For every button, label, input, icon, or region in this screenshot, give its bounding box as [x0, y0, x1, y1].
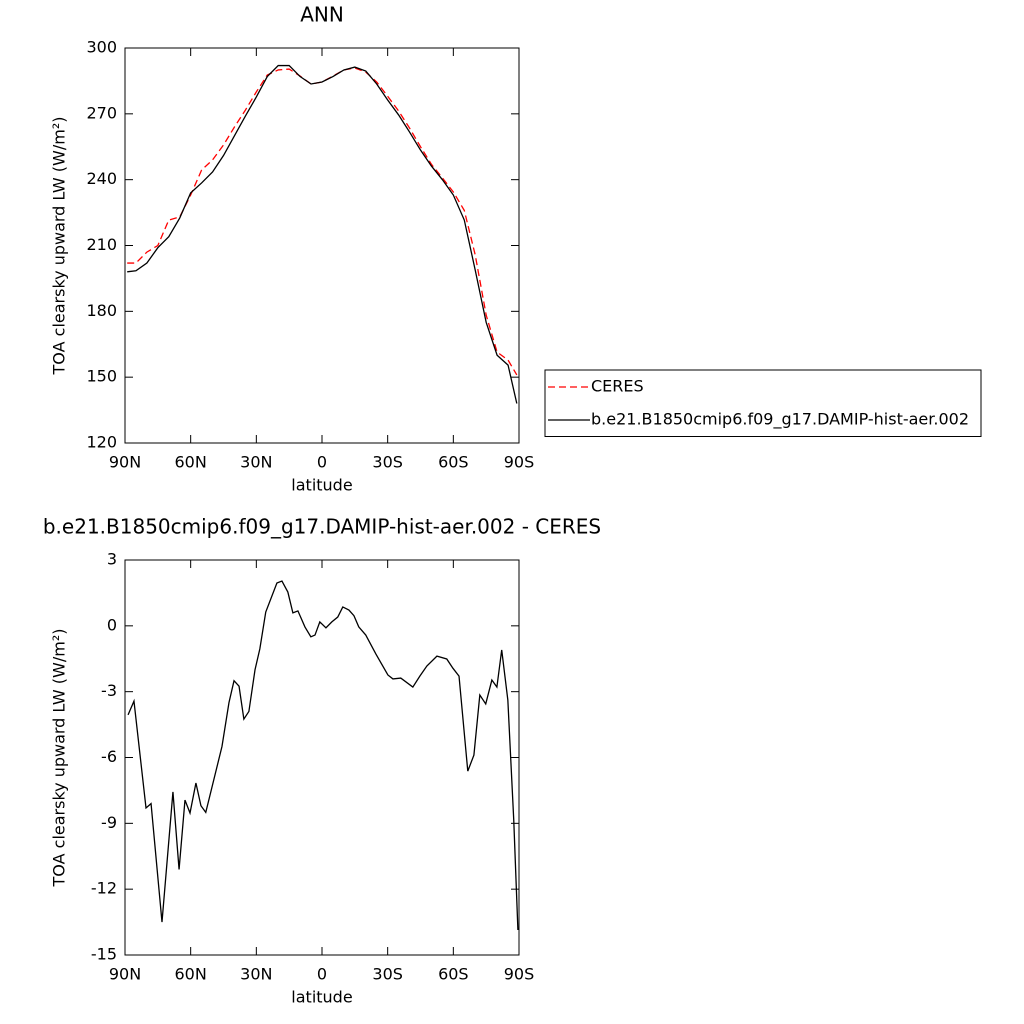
x-tick-label: 30S	[372, 453, 403, 472]
x-tick-label: 90N	[109, 965, 141, 984]
x-tick-label: 90S	[504, 453, 535, 472]
plot-frame	[124, 559, 520, 956]
y-tick-label: 270	[86, 103, 117, 122]
y-tick-label: -9	[101, 813, 117, 832]
y-tick-label: 0	[107, 615, 117, 634]
x-tick-label: 60N	[175, 965, 207, 984]
x-tick-label: 90N	[109, 453, 141, 472]
x-tick-label: 30N	[240, 453, 272, 472]
y-tick-label: 240	[86, 169, 117, 188]
y-tick-label: 3	[107, 550, 117, 569]
y-tick-label: 150	[86, 367, 117, 386]
series-line	[127, 67, 518, 376]
x-tick-label: 60N	[175, 453, 207, 472]
y-tick-label: 210	[86, 235, 117, 254]
y-tick-label: -12	[91, 879, 117, 898]
y-tick-label: 300	[86, 38, 117, 57]
y-tick-label: 180	[86, 301, 117, 320]
x-tick-label: 60S	[438, 965, 469, 984]
y-axis-label: TOA clearsky upward LW (W/m²)	[50, 117, 69, 376]
x-axis-label: latitude	[291, 476, 352, 495]
x-tick-label: 0	[317, 453, 327, 472]
chart-title: ANN	[300, 3, 344, 27]
plot-frame	[124, 47, 520, 444]
y-tick-label: -6	[101, 747, 117, 766]
x-tick-label: 0	[317, 965, 327, 984]
y-tick-label: -3	[101, 681, 117, 700]
x-tick-label: 30N	[240, 965, 272, 984]
x-axis-label: latitude	[291, 988, 352, 1007]
series-line	[127, 580, 519, 931]
legend-label: b.e21.B1850cmip6.f09_g17.DAMIP-hist-aer.…	[591, 410, 969, 430]
x-tick-label: 60S	[438, 453, 469, 472]
legend-box	[544, 369, 982, 437]
y-tick-label: 120	[86, 433, 117, 452]
x-tick-label: 90S	[504, 965, 535, 984]
chart-title: b.e21.B1850cmip6.f09_g17.DAMIP-hist-aer.…	[43, 515, 601, 539]
x-tick-label: 30S	[372, 965, 403, 984]
y-axis-label: TOA clearsky upward LW (W/m²)	[50, 629, 69, 888]
legend-label: CERES	[591, 377, 644, 396]
series-line	[127, 64, 518, 404]
y-tick-label: -15	[91, 945, 117, 964]
